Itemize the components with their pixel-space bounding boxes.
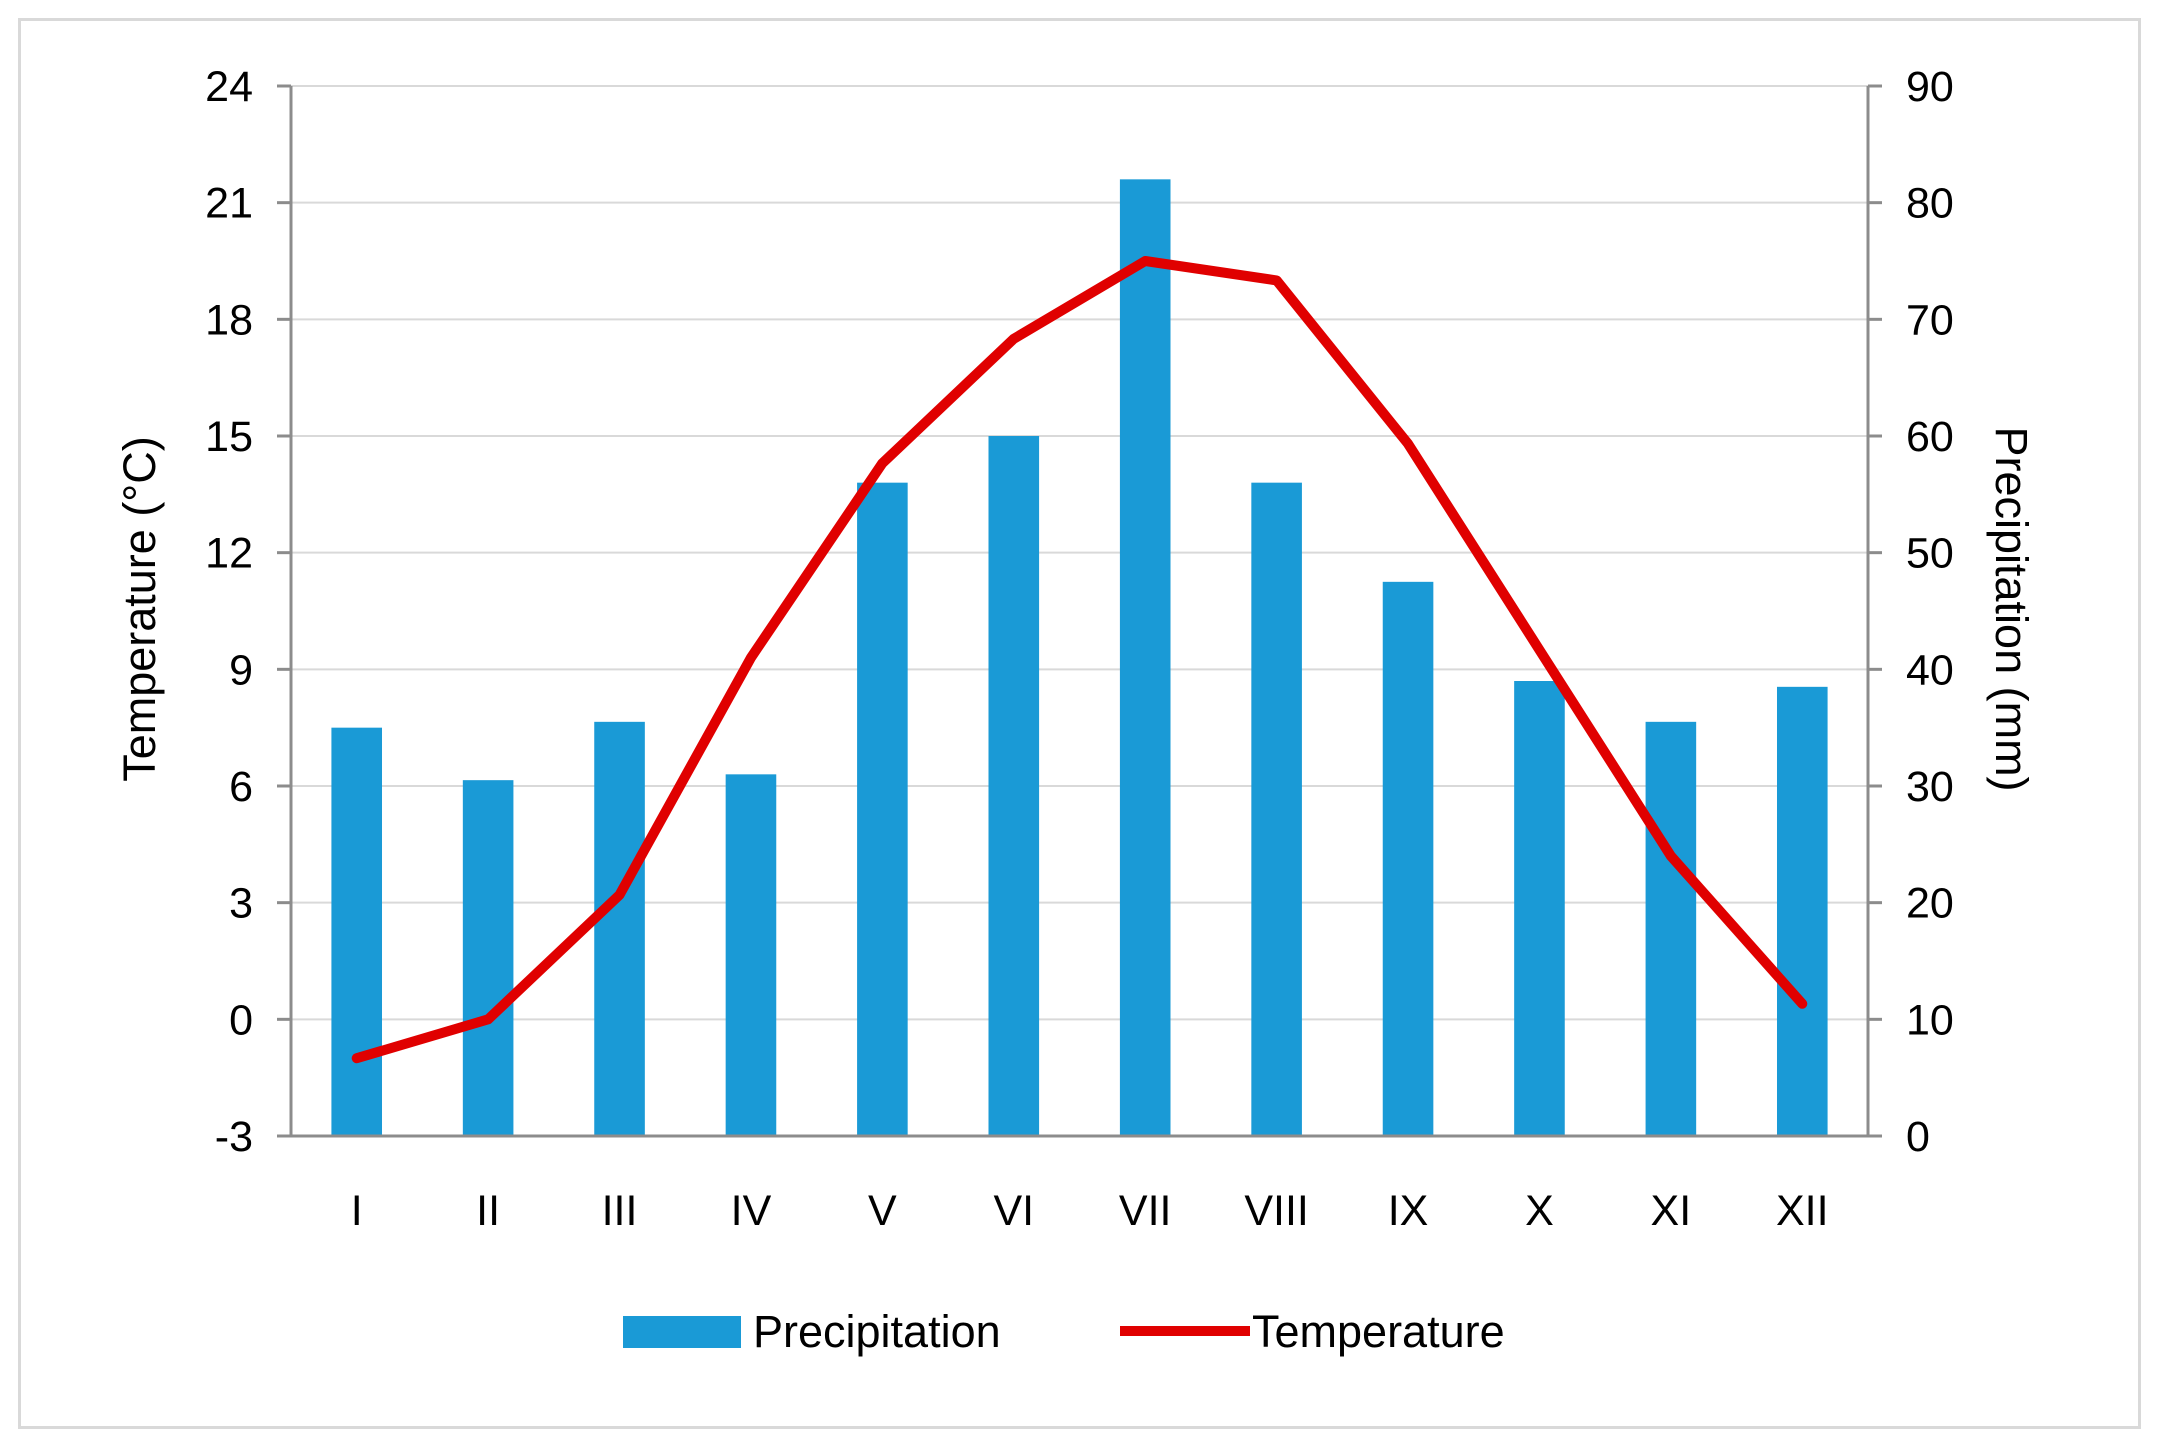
precipitation-bar-V <box>857 482 908 1137</box>
right-tick-label: 60 <box>1906 413 1954 461</box>
precipitation-bar-IX <box>1382 581 1434 1136</box>
right-axis-ticks: 90 80 70 60 50 40 30 20 10 0 <box>1868 63 1954 1161</box>
precipitation-bars <box>331 179 1828 1137</box>
precipitation-bar-X <box>1514 681 1565 1136</box>
left-tick-label: 21 <box>205 180 253 228</box>
temperature-line <box>351 256 1808 1064</box>
x-tick-label: II <box>476 1187 500 1235</box>
x-axis-ticks: I II III IV V VI VII VIII IX X XI XII <box>351 1187 1829 1235</box>
right-tick-label: 50 <box>1906 530 1954 578</box>
precipitation-bar-IV <box>725 774 777 1136</box>
x-tick-label: V <box>868 1187 897 1235</box>
legend: Precipitation Temperature <box>623 1306 1505 1357</box>
x-tick-label: XI <box>1651 1187 1692 1235</box>
x-tick-label: III <box>602 1187 638 1235</box>
precipitation-bar-III <box>594 721 645 1136</box>
left-tick-label: -3 <box>215 1113 253 1161</box>
legend-temperature-label: Temperature <box>1252 1306 1505 1357</box>
x-tick-label: VIII <box>1244 1187 1309 1235</box>
right-tick-label: 30 <box>1906 763 1954 811</box>
left-axis-ticks: 24 21 18 15 12 9 6 3 0 -3 <box>205 63 291 1161</box>
left-tick-label: 12 <box>205 530 253 578</box>
left-tick-label: 18 <box>205 296 253 344</box>
left-tick-label: 9 <box>229 646 253 694</box>
x-tick-label: IX <box>1388 1187 1429 1235</box>
precipitation-bar-II <box>462 780 514 1136</box>
x-tick-label: VII <box>1119 1187 1172 1235</box>
x-tick-label: VI <box>993 1187 1034 1235</box>
precipitation-bar-VI <box>988 436 1040 1136</box>
temperature-series <box>351 256 1808 1064</box>
left-tick-label: 3 <box>229 880 253 928</box>
right-tick-label: 20 <box>1906 880 1954 928</box>
right-tick-label: 0 <box>1906 1113 1930 1161</box>
right-tick-label: 70 <box>1906 296 1954 344</box>
left-tick-label: 15 <box>205 413 253 461</box>
precipitation-bar-I <box>331 727 383 1136</box>
left-tick-label: 6 <box>229 763 253 811</box>
gridlines <box>291 85 1868 1021</box>
left-tick-label: 24 <box>205 63 253 111</box>
precipitation-bar-VIII <box>1251 482 1302 1137</box>
x-tick-label: XII <box>1776 1187 1829 1235</box>
axes <box>289 86 1870 1138</box>
left-axis-title: Temperature (°C) <box>114 436 165 782</box>
precipitation-bar-XI <box>1645 721 1697 1136</box>
legend-precipitation-swatch <box>623 1316 741 1348</box>
right-tick-label: 80 <box>1906 180 1954 228</box>
precipitation-bar-XII <box>1776 686 1828 1136</box>
x-tick-label: X <box>1525 1187 1554 1235</box>
precipitation-bar-VII <box>1119 179 1171 1137</box>
legend-precipitation-label: Precipitation <box>753 1306 1001 1357</box>
left-tick-label: 0 <box>229 996 253 1044</box>
right-tick-label: 10 <box>1906 996 1954 1044</box>
right-tick-label: 40 <box>1906 646 1954 694</box>
right-tick-label: 90 <box>1906 63 1954 111</box>
x-tick-label: I <box>351 1187 363 1235</box>
right-axis-title: Precipitation (mm) <box>1986 426 2037 791</box>
x-tick-label: IV <box>731 1187 772 1235</box>
